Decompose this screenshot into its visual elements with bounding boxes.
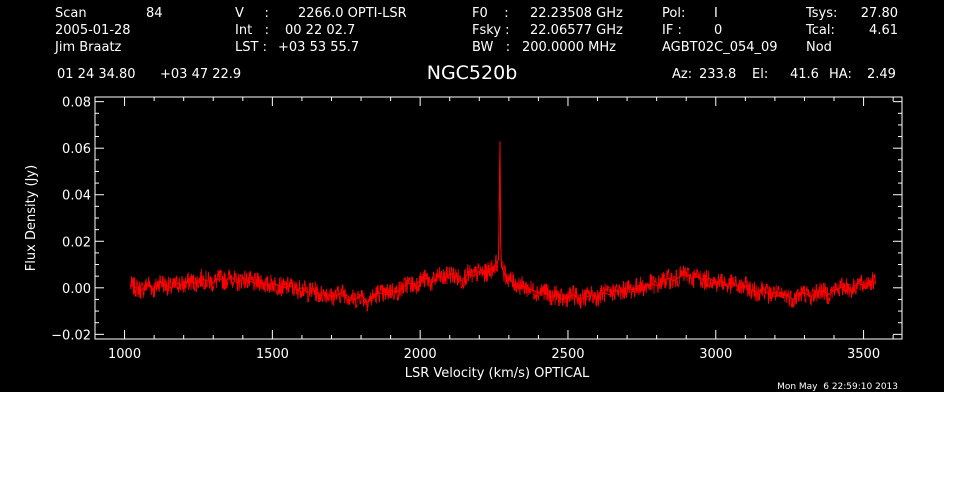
int-label: Int : [235, 23, 269, 38]
y-tick-label: 0.08 [62, 96, 91, 111]
spectrum-series [130, 141, 876, 312]
tsys-value: 27.80 [861, 6, 898, 21]
el-label: El: [752, 67, 768, 82]
dec-value: +03 47 22.9 [160, 67, 241, 82]
tcal-label: Tcal: [805, 23, 835, 38]
pol-value: I [714, 6, 718, 21]
lst-value: +03 53 55.7 [278, 40, 359, 55]
scan-label: Scan [55, 6, 87, 21]
int-value: 00 22 02.7 [285, 23, 355, 38]
bw-label: BW : [472, 40, 510, 55]
y-tick-label: 0.04 [62, 189, 91, 204]
scan-value: 84 [146, 6, 163, 21]
x-tick-label: 2000 [404, 347, 437, 362]
az-label: Az: [672, 67, 692, 82]
x-axis-label: LSR Velocity (km/s) OPTICAL [405, 366, 590, 381]
y-tick-label: 0.00 [62, 282, 91, 297]
procedure-name: Nod [806, 40, 832, 55]
tsys-label: Tsys: [805, 6, 837, 21]
project-id: AGBT02C_054_09 [662, 40, 778, 55]
spectrum-line [130, 141, 876, 303]
el-value: 41.6 [790, 67, 819, 82]
if-value: 0 [714, 23, 722, 38]
f0-label: F0 : [472, 6, 509, 21]
x-tick-label: 1000 [108, 347, 141, 362]
axis-ticks [95, 97, 902, 339]
plot-timestamp: Mon May 6 22:59:10 2013 [777, 382, 898, 392]
pol-label: Pol: [662, 6, 685, 21]
y-tick-label: −0.02 [51, 328, 91, 343]
y-tick-label: 0.02 [62, 235, 91, 250]
x-tick-label: 2500 [551, 347, 584, 362]
spectrum-panel: Scan 84 V : 2266.0 OPTI-LSR F0 : 22.2350… [0, 0, 944, 392]
axis-tick-labels: 1000 1500 2000 2500 3000 3500 −0.02 0.00 0.02 0.0… [51, 96, 880, 362]
y-tick-label: 0.06 [62, 142, 91, 157]
bw-value: 200.0000 MHz [522, 40, 616, 55]
obs-date: 2005-01-28 [55, 23, 131, 38]
velocity-value: 2266.0 OPTI-LSR [298, 6, 407, 21]
ha-value: 2.49 [867, 67, 896, 82]
lst-label: LST : [235, 40, 267, 55]
ra-value: 01 24 34.80 [57, 67, 136, 82]
velocity-label: V : [235, 6, 269, 21]
spectrum-noise-trace [130, 161, 876, 312]
if-label: IF : [662, 23, 682, 38]
x-tick-label: 3000 [699, 347, 732, 362]
f0-value: 22.23508 GHz [530, 6, 623, 21]
ha-label: HA: [829, 67, 852, 82]
x-tick-label: 3500 [847, 347, 880, 362]
az-value: 233.8 [699, 67, 736, 82]
fsky-value: 22.06577 GHz [530, 23, 623, 38]
y-axis-label: Flux Density (Jy) [24, 165, 39, 271]
fsky-label: Fsky : [472, 23, 510, 38]
x-tick-label: 1500 [256, 347, 289, 362]
source-name: NGC520b [427, 62, 518, 84]
plot-frame [94, 96, 903, 340]
observer-name: Jim Braatz [54, 40, 122, 55]
header-info: Scan 84 V : 2266.0 OPTI-LSR F0 : 22.2350… [54, 6, 898, 84]
tcal-value: 4.61 [869, 23, 898, 38]
